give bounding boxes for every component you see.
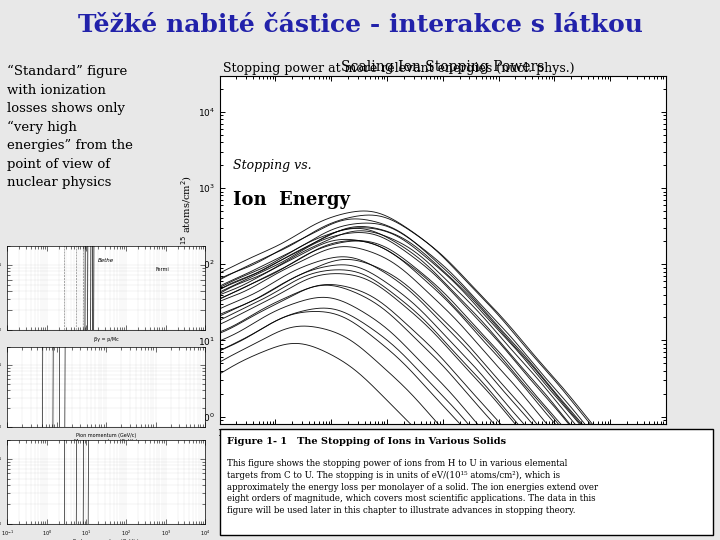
Text: Stopping power at more relevant energies (nucl. phys.): Stopping power at more relevant energies… [223,62,575,75]
Text: Ion  Energy: Ion Energy [233,191,350,208]
Text: Pion momentum (GeV/c): Pion momentum (GeV/c) [76,433,136,438]
Text: This figure shows the stopping power of ions from H to U in various elemental
ta: This figure shows the stopping power of … [227,459,598,515]
X-axis label: Proton momentum (GeV/c): Proton momentum (GeV/c) [73,539,139,540]
Text: Stopping vs.: Stopping vs. [233,159,312,172]
Text: Fermi: Fermi [156,267,169,272]
Text: βγ = p/Mc: βγ = p/Mc [94,337,119,342]
X-axis label: Ion     Energy   ( keV ): Ion Energy ( keV ) [373,444,513,457]
Text: Muon momentum (GeV/c): Muon momentum (GeV/c) [74,439,138,444]
Text: “Standard” figure
with ionization
losses shows only
“very high
energies” from th: “Standard” figure with ionization losses… [7,65,133,190]
Y-axis label: Stopping eV/(10$^{15}$ atoms/cm$^2$): Stopping eV/(10$^{15}$ atoms/cm$^2$) [179,175,195,325]
Text: Figure 1- 1   The Stopping of Ions in Various Solids: Figure 1- 1 The Stopping of Ions in Vari… [227,437,506,445]
Title: Scaling Ion Stopping Powers: Scaling Ion Stopping Powers [341,60,544,75]
Text: Bethe: Bethe [98,258,114,264]
Text: Těžké nabité částice - interakce s látkou: Těžké nabité částice - interakce s látko… [78,14,642,37]
